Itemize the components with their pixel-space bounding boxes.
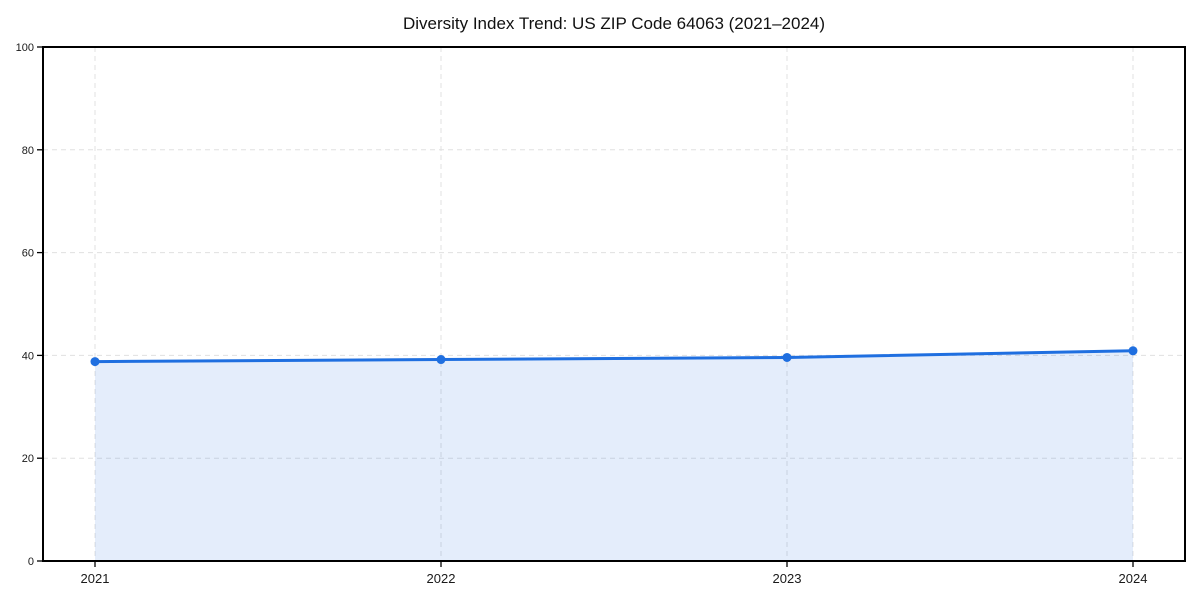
- x-tick-label: 2023: [773, 571, 802, 586]
- y-tick-label: 20: [22, 453, 34, 465]
- x-tick-label: 2022: [427, 571, 456, 586]
- area-fill: [95, 350, 1133, 561]
- y-tick-label: 0: [28, 556, 34, 568]
- data-point: [782, 352, 792, 362]
- x-tick-label: 2021: [81, 571, 110, 586]
- y-axis-ticks: 0 20 40 60 80 100: [16, 42, 43, 568]
- plot-frame: [42, 46, 1186, 562]
- x-axis-ticks: 2021 2022 2023 2024: [81, 561, 1148, 586]
- trend-line: [93, 349, 1135, 364]
- y-tick-label: 60: [22, 248, 34, 260]
- data-point: [1128, 346, 1138, 356]
- data-point-markers: [90, 346, 1138, 367]
- y-tick-label: 100: [16, 42, 34, 54]
- y-tick-label: 40: [22, 350, 34, 362]
- y-tick-label: 80: [22, 145, 34, 157]
- data-point: [90, 357, 100, 367]
- data-point: [436, 355, 446, 365]
- x-tick-label: 2024: [1119, 571, 1148, 586]
- chart-title: Diversity Index Trend: US ZIP Code 64063…: [402, 14, 826, 33]
